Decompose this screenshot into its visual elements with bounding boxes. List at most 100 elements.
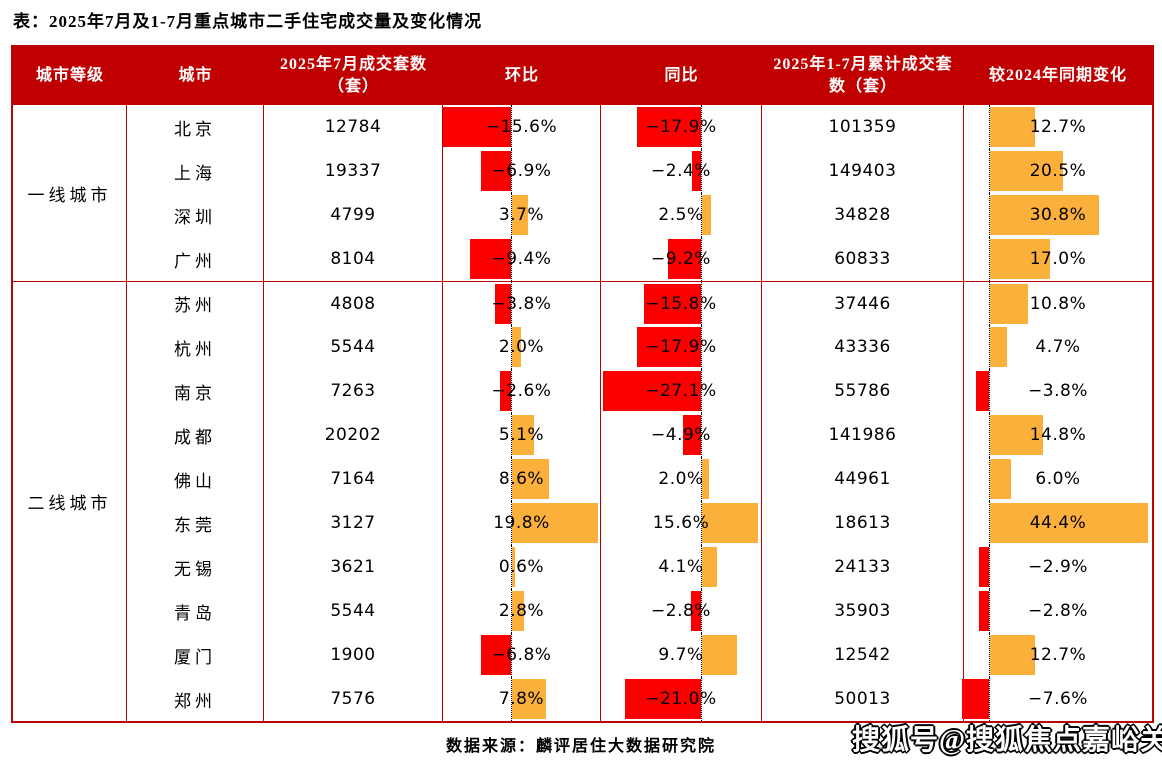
yoy-bar-cell: 2.5%: [601, 193, 762, 237]
mom-bar: [443, 107, 511, 147]
vs2024-value: 12.7%: [1029, 645, 1087, 665]
zero-line: [701, 193, 702, 237]
zero-line: [511, 105, 512, 149]
vs2024-bar: [990, 195, 1100, 235]
yoy-bar-cell: −2.4%: [601, 149, 762, 193]
yoy-bar: [683, 415, 701, 455]
cum-units-cell: 50013: [762, 677, 964, 721]
yoy-value: −15.8%: [645, 293, 717, 314]
vs2024-value: −7.6%: [1028, 689, 1088, 709]
yoy-bar: [603, 371, 701, 411]
yoy-bar-cell: 2.0%: [601, 457, 762, 501]
vs2024-bar-cell: −7.6%: [962, 677, 1152, 721]
vs2024-bar-cell: −3.8%: [964, 369, 1152, 413]
vs2024-bar: [990, 415, 1043, 455]
vs2024-bar-cell: 17.0%: [964, 237, 1152, 281]
vs2024-value: 12.7%: [1029, 117, 1087, 137]
mom-value: −9.4%: [491, 249, 552, 269]
cum-units-cell: 37446: [762, 281, 964, 325]
zero-line: [701, 149, 702, 193]
vs2024-bar: [978, 547, 989, 587]
page-title: 表：2025年7月及1-7月重点城市二手住宅成交量及变化情况: [13, 12, 483, 31]
yoy-value: 15.6%: [652, 513, 710, 533]
data-source: 数据来源：麟评居住大数据研究院: [445, 738, 716, 755]
cum-units-cell: 18613: [762, 501, 964, 545]
yoy-bar: [644, 284, 701, 324]
yoy-bar: [636, 327, 701, 367]
data-table-wrap: 城市等级 城市 2025年7月成交套数（套） 环比 同比 2025年1-7月累计…: [11, 45, 1154, 723]
vs2024-value: 20.5%: [1029, 161, 1087, 181]
mom-bar: [512, 459, 550, 499]
zero-line: [989, 413, 990, 457]
yoy-value: −17.9%: [645, 117, 717, 137]
vs2024-bar: [962, 679, 989, 719]
cum-units-cell: 149403: [762, 149, 964, 193]
zero-line: [989, 677, 990, 721]
yoy-value: −21.0%: [645, 689, 717, 709]
cum-units-cell: 141986: [762, 413, 964, 457]
mom-value: 2.8%: [498, 601, 545, 621]
yoy-bar-cell: 9.7%: [601, 633, 762, 677]
zero-line: [989, 237, 990, 281]
jul-units-cell: 20202: [264, 413, 443, 457]
yoy-bar: [702, 459, 710, 499]
vs2024-value: −2.9%: [1028, 557, 1088, 577]
mom-bar-cell: 3.7%: [443, 193, 601, 237]
zero-line: [989, 589, 990, 633]
yoy-bar-cell: −2.8%: [601, 589, 762, 633]
mom-value: 7.8%: [498, 689, 545, 709]
mom-value: 8.6%: [498, 469, 545, 489]
vs2024-bar-cell: 10.8%: [964, 281, 1152, 325]
city-cell: 厦门: [127, 633, 264, 677]
zero-line: [511, 633, 512, 677]
jul-units-cell: 7164: [264, 457, 443, 501]
vs2024-bar: [975, 371, 989, 411]
zero-line: [989, 501, 990, 545]
mom-bar-cell: 5.1%: [443, 413, 601, 457]
data-table: 城市等级 城市 2025年7月成交套数（套） 环比 同比 2025年1-7月累计…: [13, 47, 1152, 721]
vs2024-bar-cell: 6.0%: [964, 457, 1152, 501]
cum-units-cell: 101359: [762, 105, 964, 149]
header-vs2024-change: 较2024年同期变化: [964, 47, 1152, 105]
city-cell: 深圳: [127, 193, 264, 237]
yoy-bar: [692, 151, 701, 191]
zero-line: [701, 501, 702, 545]
cum-units-cell: 12542: [762, 633, 964, 677]
yoy-bar: [702, 635, 737, 675]
zero-line: [511, 413, 512, 457]
zero-line: [989, 369, 990, 413]
cum-units-cell: 55786: [762, 369, 964, 413]
zero-line: [511, 589, 512, 633]
vs2024-value: 14.8%: [1029, 425, 1087, 445]
mom-bar-cell: 19.8%: [443, 501, 601, 545]
yoy-bar: [702, 547, 717, 587]
yoy-bar: [690, 591, 701, 631]
city-cell: 南京: [127, 369, 264, 413]
tier-cell: 二线城市: [13, 281, 127, 721]
header-yoy: 同比: [601, 47, 762, 105]
zero-line: [701, 457, 702, 501]
mom-value: −6.8%: [491, 645, 552, 665]
yoy-bar: [625, 679, 701, 719]
yoy-bar-cell: −21.0%: [601, 677, 762, 721]
mom-value: −3.8%: [491, 293, 552, 314]
city-cell: 杭州: [127, 325, 264, 369]
vs2024-bar: [990, 151, 1063, 191]
mom-bar-cell: 8.6%: [443, 457, 601, 501]
cum-units-cell: 60833: [762, 237, 964, 281]
vs2024-bar: [990, 107, 1036, 147]
yoy-bar-cell: −27.1%: [601, 369, 762, 413]
yoy-bar-cell: 4.1%: [601, 545, 762, 589]
vs2024-value: −2.8%: [1028, 601, 1088, 621]
mom-value: 19.8%: [493, 513, 550, 533]
mom-value: 0.6%: [498, 557, 545, 577]
zero-line: [701, 633, 702, 677]
city-cell: 青岛: [127, 589, 264, 633]
yoy-bar-cell: −17.9%: [601, 105, 762, 149]
vs2024-bar: [990, 503, 1148, 543]
vs2024-bar-cell: 12.7%: [964, 633, 1152, 677]
yoy-bar-cell: −4.9%: [601, 413, 762, 457]
zero-line: [701, 545, 702, 589]
mom-bar-cell: −6.8%: [443, 633, 601, 677]
vs2024-value: 44.4%: [1029, 513, 1087, 533]
